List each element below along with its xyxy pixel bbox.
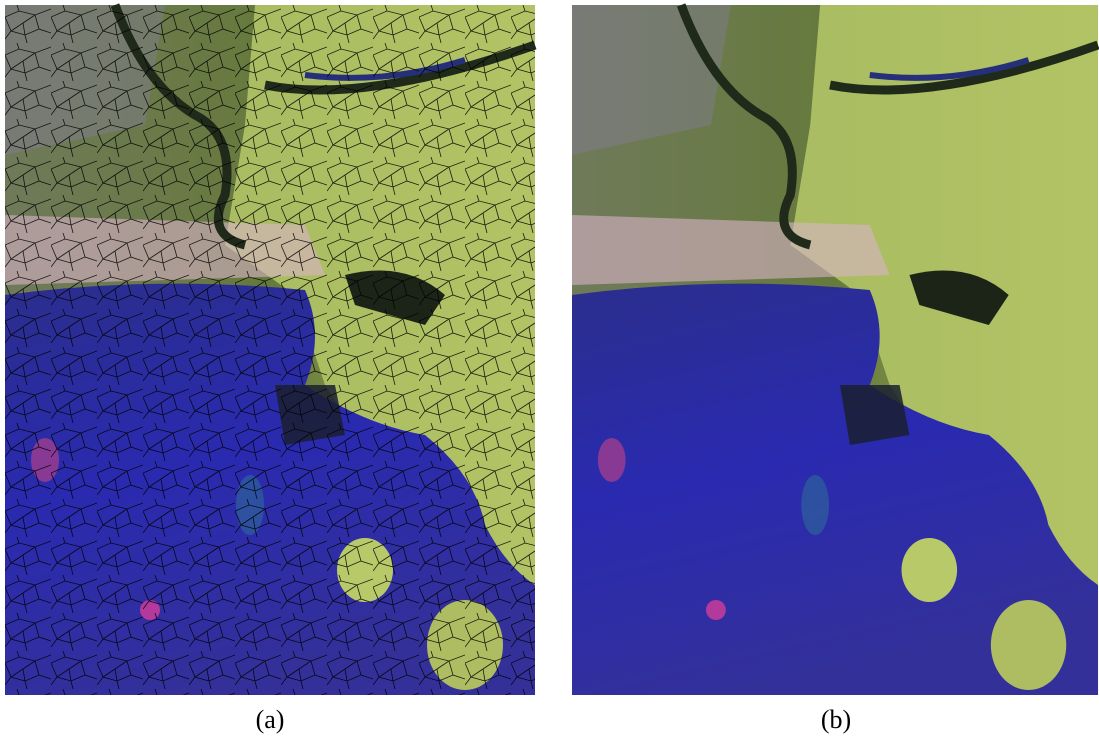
panel-b	[572, 5, 1098, 695]
superpixel-boundaries	[5, 5, 535, 695]
sar-image	[572, 5, 1098, 695]
panel-label: (a)	[256, 705, 285, 734]
page: (a) (b) (() => { const data = JSON.parse…	[0, 0, 1099, 742]
panel-label: (b)	[821, 705, 851, 734]
figure: (a) (b)	[0, 0, 1099, 742]
panel-a	[5, 5, 535, 695]
